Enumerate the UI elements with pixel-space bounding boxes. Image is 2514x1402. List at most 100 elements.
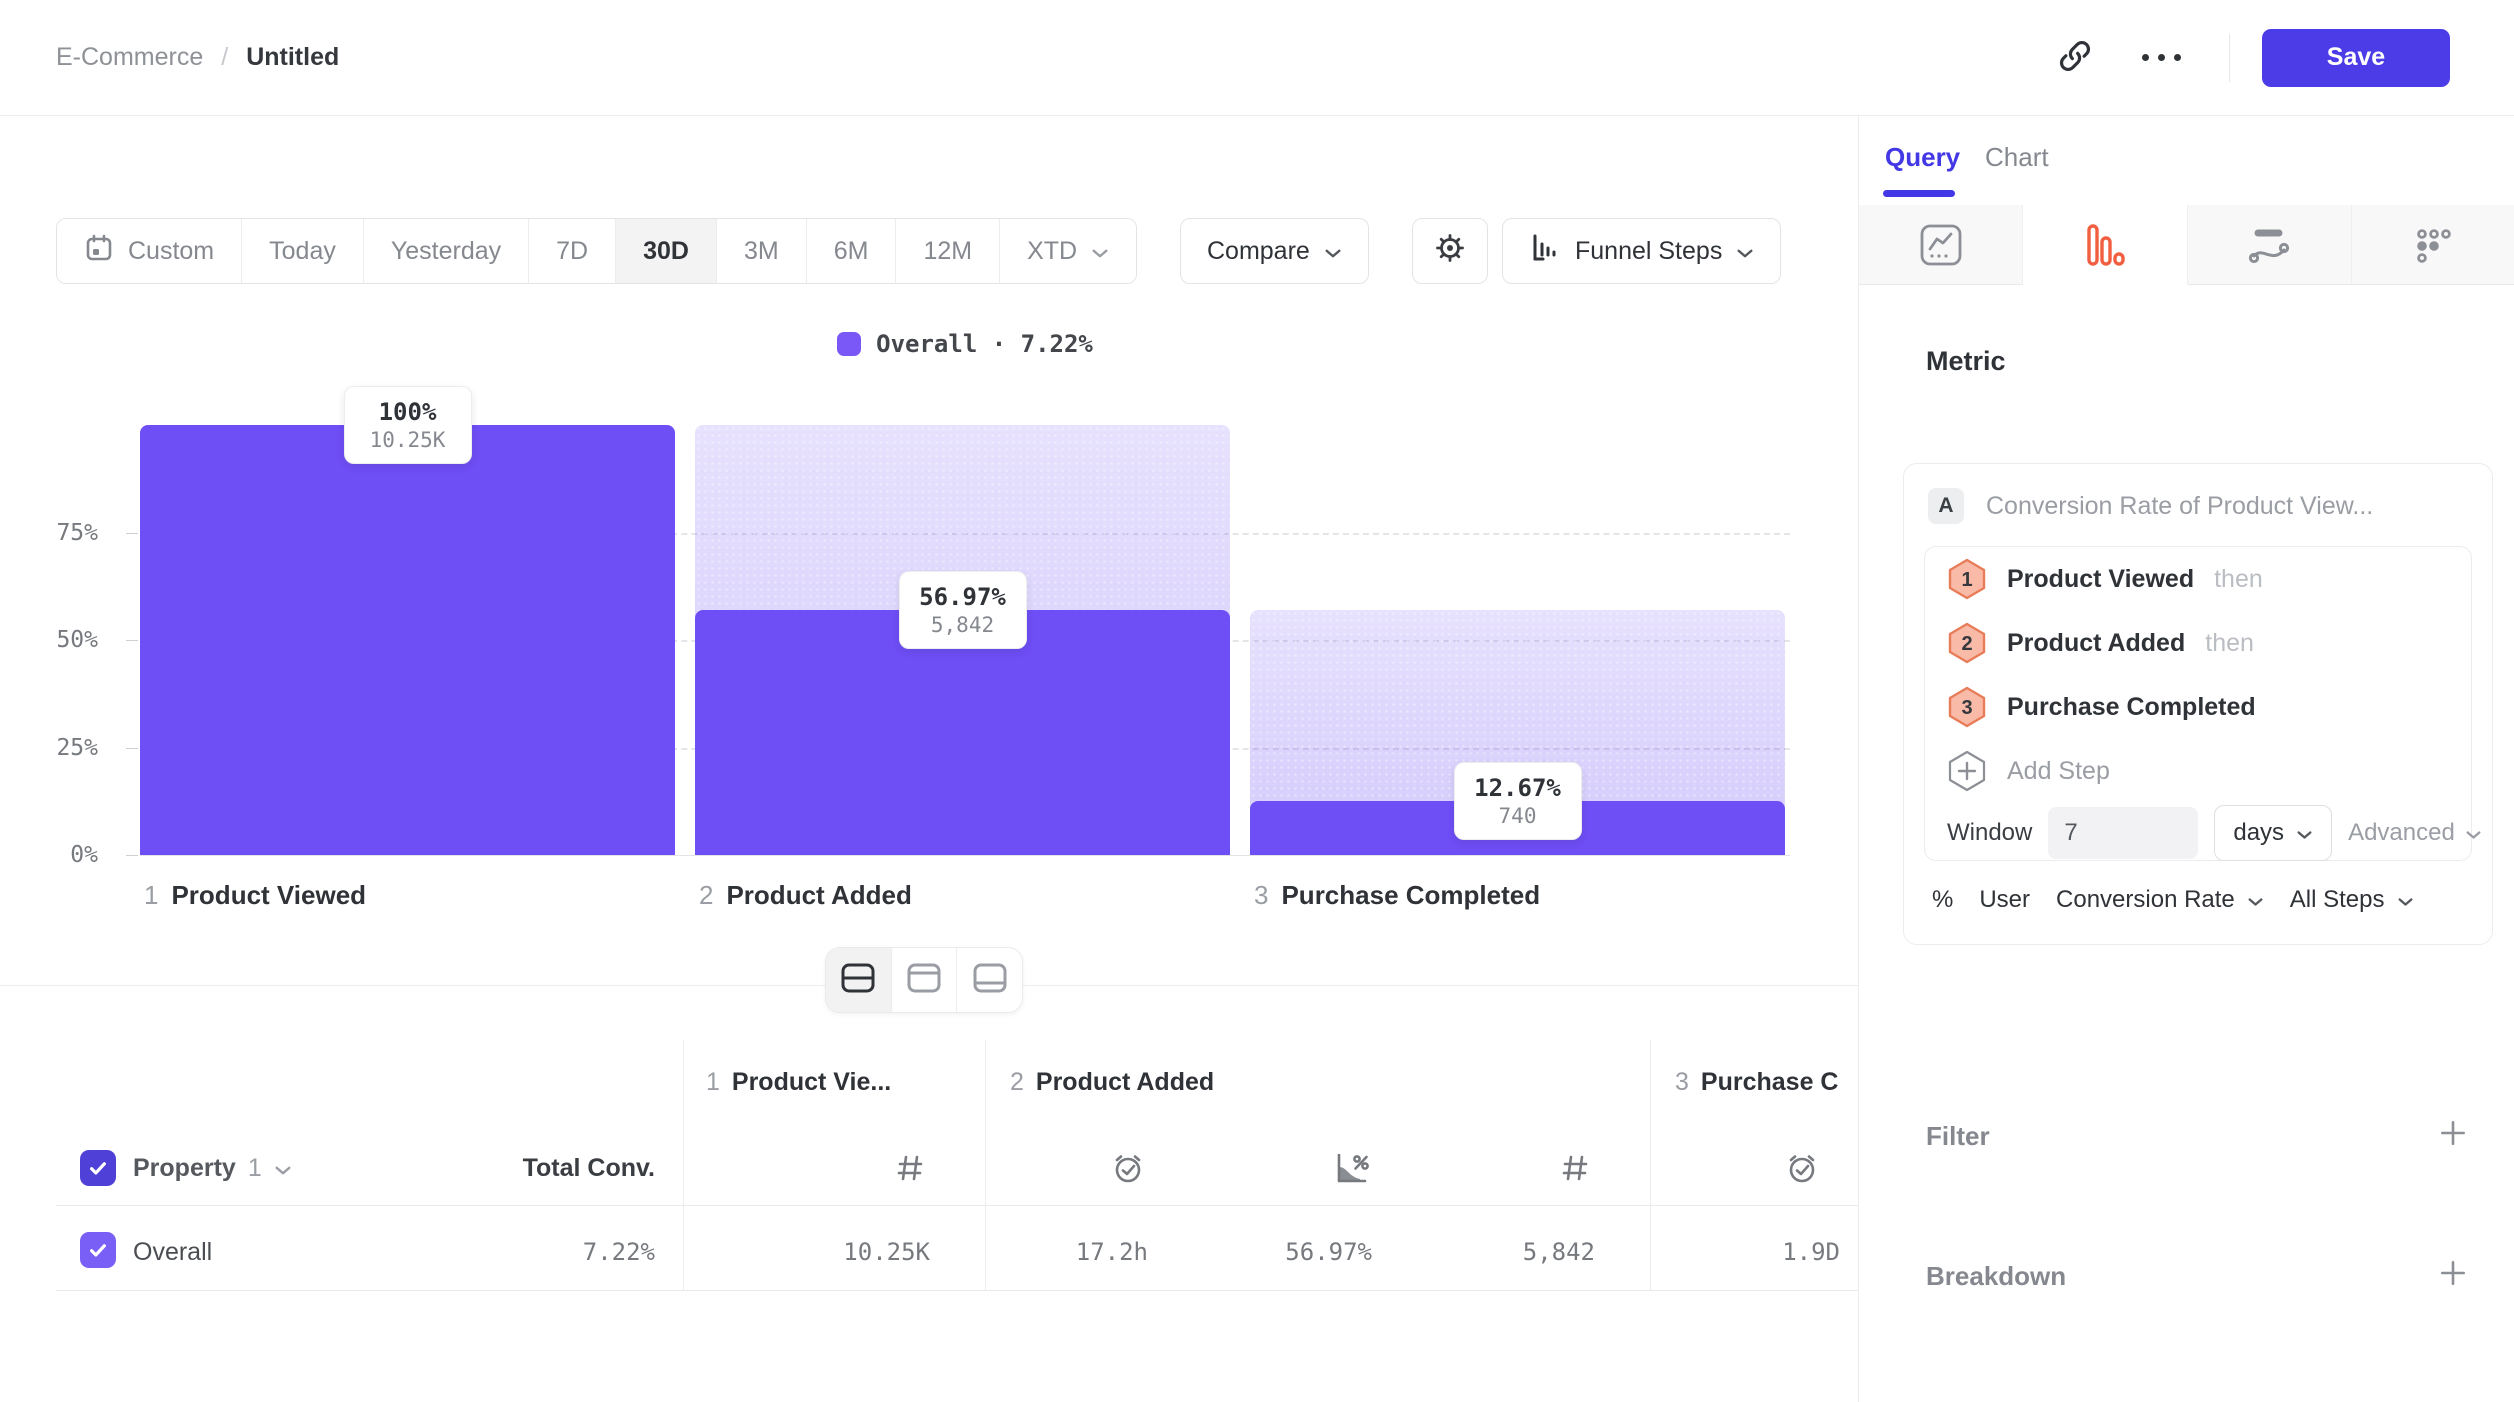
copy-link-button[interactable] — [2039, 26, 2111, 90]
range-30d-selected[interactable]: 30D — [616, 219, 717, 283]
property-column-header[interactable]: Property 1 — [133, 1150, 292, 1186]
row-label[interactable]: Overall — [133, 1237, 213, 1266]
layout-table-only-toggle[interactable] — [957, 948, 1022, 1012]
range-3m[interactable]: 3M — [716, 219, 807, 283]
window-value-input[interactable] — [2048, 807, 2199, 859]
add-breakdown-button[interactable] — [2436, 1256, 2470, 1290]
column-divider — [985, 1040, 986, 1290]
count-column-header[interactable] — [890, 1148, 930, 1188]
step-connector: then — [2214, 564, 2263, 593]
step-badge-icon: 2 — [1948, 622, 1986, 664]
range-label: Custom — [128, 236, 215, 265]
x-axis-labels: 1 Product Viewed 2 Product Added 3 Purch… — [140, 880, 1790, 920]
table-group-header-2: 2 Product Added — [1010, 1068, 1214, 1097]
count-column-header[interactable] — [1555, 1148, 1595, 1188]
advanced-toggle[interactable]: Advanced — [2348, 819, 2482, 847]
chart-settings-button[interactable] — [1412, 218, 1488, 284]
funnel-steps-card: 1 Product Viewed then 2 Product Added th… — [1924, 546, 2481, 861]
compare-button[interactable]: Compare — [1180, 218, 1369, 284]
top-bar: E-Commerce / Untitled Save — [0, 0, 2514, 116]
total-conversion-header[interactable]: Total Conv. — [522, 1153, 655, 1182]
y-axis-tick: 0% — [70, 842, 98, 868]
range-7d[interactable]: 7D — [529, 219, 617, 283]
window-unit-label: days — [2233, 819, 2285, 846]
measure-type-select[interactable]: Conversion Rate — [2056, 886, 2264, 914]
measure-type-label: Conversion Rate — [2056, 886, 2235, 913]
property-label: Property — [133, 1153, 236, 1182]
conversion-window-row: Window days Advanced — [1947, 805, 2481, 861]
y-axis-tick: 25% — [56, 734, 98, 761]
range-today[interactable]: Today — [242, 219, 364, 283]
range-xtd[interactable]: XTD — [1000, 219, 1137, 283]
tab-segmentation-chart[interactable] — [1859, 205, 2024, 285]
cell-value: 10.25K — [843, 1238, 930, 1266]
check-icon — [90, 1244, 106, 1257]
tab-journeys-chart[interactable] — [2187, 205, 2352, 285]
ellipsis-icon — [2141, 54, 2181, 61]
step-connector: then — [2205, 628, 2254, 657]
add-filter-button[interactable] — [2436, 1116, 2470, 1150]
x-axis-line — [140, 855, 1790, 856]
chart-type-selector-button[interactable]: Funnel Steps — [1502, 218, 1782, 284]
clock-check-icon — [1115, 1155, 1141, 1183]
page-title[interactable]: Untitled — [246, 43, 340, 71]
column-divider — [683, 1040, 684, 1290]
split-view-icon — [841, 963, 875, 998]
measure-percent-control[interactable]: % — [1932, 886, 1954, 913]
funnel-bar-step-1[interactable]: 100% 10.25K — [140, 386, 675, 855]
metric-definition[interactable]: A Conversion Rate of Product View... — [1928, 488, 2468, 524]
chevron-down-icon — [1324, 237, 1342, 266]
add-step-label: Add Step — [2007, 756, 2110, 785]
bar-count: 10.25K — [369, 428, 446, 452]
measure-user-control[interactable]: User — [1979, 886, 2031, 913]
range-6m[interactable]: 6M — [806, 219, 897, 283]
range-label: 30D — [643, 236, 689, 265]
range-yesterday[interactable]: Yesterday — [363, 219, 530, 283]
table-group-header-3: 3 Purchase C — [1675, 1068, 1838, 1097]
save-button[interactable]: Save — [2262, 28, 2450, 87]
layout-chart-only-toggle[interactable] — [891, 948, 958, 1012]
chart-legend: Overall · 7.22% — [140, 330, 1790, 358]
metric-section-heading: Metric — [1926, 346, 2006, 376]
y-axis-tickmark — [126, 747, 138, 749]
tab-query[interactable]: Query — [1885, 142, 1961, 172]
funnel-step-1[interactable]: 1 Product Viewed then — [1947, 557, 2263, 601]
window-unit-select[interactable]: days — [2214, 805, 2333, 861]
check-icon — [90, 1162, 106, 1175]
funnel-step-2[interactable]: 2 Product Added then — [1947, 621, 2254, 665]
funnel-bar-step-3[interactable]: 12.67% 740 — [1250, 425, 1785, 855]
range-custom[interactable]: Custom — [57, 219, 243, 283]
chevron-down-icon — [2247, 886, 2264, 914]
step-event-name: Purchase Completed — [2007, 692, 2256, 721]
tab-chart[interactable]: Chart — [1985, 142, 2049, 172]
more-options-button[interactable] — [2125, 26, 2197, 90]
legend-swatch — [837, 332, 862, 356]
breadcrumb-project[interactable]: E-Commerce — [56, 43, 204, 71]
range-label: XTD — [1027, 236, 1078, 265]
select-all-checkbox[interactable] — [80, 1150, 116, 1186]
chevron-down-icon — [1736, 237, 1754, 266]
measure-scope-select[interactable]: All Steps — [2290, 886, 2414, 914]
time-to-convert-column-header[interactable] — [1108, 1148, 1148, 1188]
breakdown-section-heading: Breakdown — [1926, 1261, 2067, 1291]
step-label-2: 2 Product Added — [699, 880, 912, 911]
group-title: Product Added — [1035, 1068, 1215, 1096]
time-to-convert-column-header[interactable] — [1782, 1148, 1822, 1188]
bar-pct: 56.97% — [919, 583, 1006, 612]
layout-toggle-group — [825, 947, 1023, 1013]
layout-split-toggle[interactable] — [826, 948, 892, 1012]
add-step-hexagon-icon — [1948, 750, 1986, 792]
legend-entry[interactable]: Overall · 7.22% — [837, 330, 1093, 358]
row-checkbox[interactable] — [80, 1232, 116, 1268]
range-12m[interactable]: 12M — [896, 219, 1001, 283]
gridline-75 — [140, 532, 1790, 535]
svg-text:3: 3 — [1961, 697, 1972, 719]
conversion-over-time-column-header[interactable] — [1332, 1148, 1372, 1188]
column-divider — [1650, 1040, 1651, 1290]
funnel-step-3[interactable]: 3 Purchase Completed — [1947, 685, 2276, 729]
tab-more-chart-types[interactable] — [2351, 205, 2514, 285]
tab-funnel-chart-selected[interactable] — [2023, 205, 2188, 285]
add-step-button[interactable]: Add Step — [1947, 749, 2110, 793]
funnel-bar-step-2[interactable]: 56.97% 5,842 — [695, 425, 1230, 855]
